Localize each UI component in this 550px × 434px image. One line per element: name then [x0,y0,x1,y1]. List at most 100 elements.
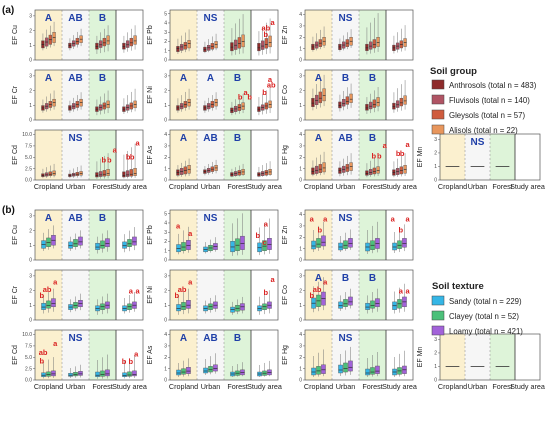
box [105,238,110,248]
significance-letter: a [113,146,118,155]
x-tick-label: Cropland [438,382,467,391]
land-use-band [170,70,197,120]
y-axis-label: EF Hg [282,345,289,365]
y-tick-label: 2 [29,228,32,234]
land-use-band [515,134,540,180]
x-tick-label: Forest [492,382,512,391]
y-axis-label: EF Co [282,85,289,105]
group-letter: B [234,73,241,84]
group-letter: A [315,73,322,84]
box [129,169,134,177]
box [365,368,370,376]
box [98,171,103,177]
y-tick-label: 0 [164,58,167,64]
y-tick-label: 2 [29,288,32,294]
y-tick-label: 0 [164,378,167,384]
box [44,172,49,177]
box [368,169,373,175]
land-use-band [386,10,413,60]
y-tick-label: 1 [29,103,32,109]
land-use-band [197,10,224,60]
group-letter: AB [338,133,352,144]
y-tick-label: 2 [29,28,32,34]
significance-letter: b [174,291,179,300]
land-use-band [89,70,116,120]
significance-letter: a [383,141,388,150]
land-use-band [224,130,251,180]
land-use-band [116,70,143,120]
y-tick-label: 2 [164,355,167,361]
y-tick-label: 1 [164,366,167,372]
land-use-band [62,130,89,180]
significance-letter: b [318,226,323,235]
significance-letter: b [39,291,44,300]
subplot-frame [439,133,541,181]
box [127,371,132,377]
box [132,236,137,246]
box [68,241,73,249]
y-tick-label: 7.5 [25,344,32,350]
legend-label: Loamy (total n = 421) [449,327,523,336]
land-use-band [465,334,490,380]
land-use-band [251,70,278,120]
group-letter: A [180,133,187,144]
group-letter: B [369,273,376,284]
box [237,37,242,49]
legend-label: Anthrosols (total n = 483) [449,81,537,90]
box [203,367,208,374]
box [41,302,46,310]
subplot-frame [34,9,144,61]
box [98,40,103,48]
y-tick-label: 4 [164,221,167,227]
box [316,238,321,248]
box [372,167,377,175]
subplot-ef-as: 0 1 2 3 4 EF As A AB B Cropland Urban Forest Study a… [147,129,282,191]
box [240,235,245,250]
y-tick-label: 2 [29,88,32,94]
land-use-band [465,134,490,180]
box [133,167,137,176]
y-tick-label: 1 [164,103,167,109]
y-axis-label: EF Mn [417,347,424,368]
soil-texture-legend-title: Soil texture [432,281,484,292]
box [368,41,373,50]
box [213,364,218,372]
land-use-band [116,10,143,60]
x-tick-label: Urban [468,382,488,391]
y-tick-label: 1 [29,243,32,249]
box [176,304,181,312]
box [46,300,51,309]
group-letter: B [369,73,376,84]
box [370,367,375,375]
group-letter: A [315,273,322,284]
subplot-frame [34,129,144,181]
x-tick-label: Study area [247,382,282,391]
soil-group-legend-title: Soil group [430,66,477,77]
box [267,238,272,250]
legend-swatch [431,79,445,90]
x-tick-label: Urban [336,182,356,191]
legend-swatch [431,109,445,120]
land-use-band [170,130,197,180]
box [105,369,110,377]
y-axis-label: EF Pb [147,225,154,245]
y-tick-label: 0 [164,258,167,264]
significance-letter: a [406,214,411,223]
box [122,42,126,50]
x-tick-label: Cropland [304,382,333,391]
box [95,242,100,250]
y-tick-label: 2 [164,288,167,294]
y-axis-label: EF As [147,145,154,164]
y-tick-label: 0 [299,178,302,184]
y-tick-label: 2 [299,355,302,361]
subplot-frame [304,269,414,321]
significance-letter: a [264,220,269,229]
group-letter: A [180,73,187,84]
land-use-band [62,10,89,60]
y-tick-label: 0 [434,178,437,184]
y-tick-label: 3 [29,214,32,220]
significance-letter: b [238,92,243,101]
significance-letter: b [39,357,44,366]
y-axis-label: EF Mn [417,147,424,168]
y-tick-label: 2 [299,288,302,294]
